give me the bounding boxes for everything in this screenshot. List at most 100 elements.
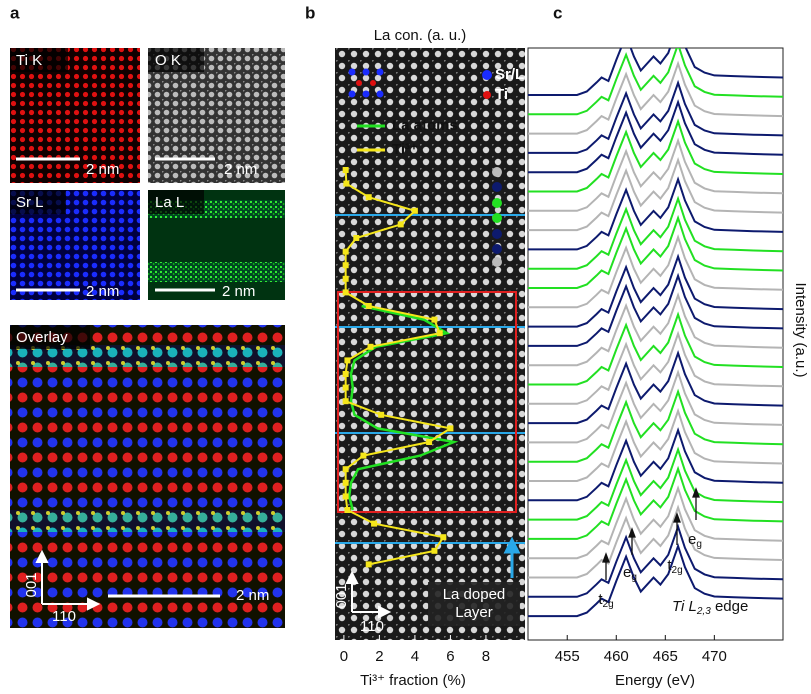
layer-box: [428, 582, 520, 626]
legend-label: La atoms: [392, 117, 458, 134]
spectrum: [528, 156, 783, 232]
atom: [362, 68, 370, 76]
data-point: [342, 384, 349, 391]
data-point: [342, 167, 349, 173]
data-point: [344, 507, 351, 513]
spectrum: [528, 388, 783, 463]
spectrum: [528, 118, 783, 193]
scale-label: 2 nm: [222, 283, 255, 300]
column-dots: [492, 167, 502, 267]
axis-label: 110: [52, 608, 76, 625]
axis-label: 001: [23, 572, 40, 597]
x-tick-label: 0: [340, 648, 348, 665]
layer-arrow: [503, 536, 521, 578]
axis-label: 110: [360, 618, 384, 635]
spectrum: [528, 349, 783, 425]
data-point: [411, 207, 418, 214]
data-point: [431, 316, 438, 323]
annotation-part: 2g: [672, 565, 683, 576]
arrowhead: [692, 487, 700, 498]
profile-line: [347, 304, 459, 511]
legend-label: Ti³⁺: [392, 141, 418, 158]
spectrum: [528, 292, 783, 367]
data-point: [342, 275, 349, 282]
annotation-part: g: [696, 539, 702, 550]
panel-label: a: [10, 3, 20, 22]
map-label: Overlay: [16, 329, 68, 346]
atom: [356, 80, 362, 86]
label-box: [148, 48, 204, 72]
label-box: [10, 325, 90, 349]
overlay-band: [10, 510, 285, 532]
x-tick-label: 4: [411, 648, 419, 665]
annotation-part: edge: [711, 598, 749, 615]
data-point: [440, 534, 447, 541]
atom: [376, 68, 384, 76]
data-point: [367, 343, 374, 350]
arrowhead: [628, 527, 636, 538]
spectrum: [528, 465, 783, 540]
dot: [492, 167, 502, 177]
data-point: [353, 235, 360, 241]
data-point: [431, 547, 438, 554]
spectrum: [528, 330, 783, 405]
y-axis-label: Intensity (a.u.): [792, 282, 809, 377]
chart-title: La con. (a. u.): [374, 27, 467, 44]
layer-label: Layer: [455, 604, 493, 621]
data-point: [342, 289, 349, 296]
x-tick-label: 470: [702, 648, 727, 665]
spectrum: [528, 369, 783, 444]
spectrum: [528, 137, 783, 212]
panel-label: c: [553, 3, 562, 22]
overlay-map: [10, 325, 285, 628]
map-label: Sr L: [16, 194, 44, 211]
scale-label: 2 nm: [224, 161, 257, 178]
x-axis-label: Ti³⁺ fraction (%): [360, 672, 466, 689]
x-tick-label: 460: [604, 648, 629, 665]
annotation: t2g: [598, 591, 613, 610]
data-point: [344, 357, 351, 364]
label-box: [10, 48, 68, 72]
spectrum: [528, 48, 783, 116]
annotation-part: t: [667, 557, 672, 574]
spectrum: [528, 253, 783, 328]
data-point: [397, 221, 404, 228]
scale-label: 2 nm: [86, 161, 119, 178]
x-tick-label: 8: [482, 648, 490, 665]
spectrum: [528, 542, 783, 618]
annotation: t2g: [667, 557, 682, 576]
haadf-image: [335, 48, 525, 640]
annotation: eg: [688, 531, 702, 550]
label-box: [10, 190, 66, 214]
data-point: [342, 262, 349, 269]
dot: [492, 213, 502, 223]
map-label: Ti K: [16, 52, 42, 69]
arrowhead: [503, 536, 521, 554]
annotation-part: 2g: [603, 599, 614, 610]
dot: [492, 198, 502, 208]
spectrum: [528, 504, 783, 579]
map-label: La L: [155, 194, 184, 211]
x-axis-label: Energy (eV): [615, 672, 695, 689]
dot: [492, 229, 502, 239]
annotation-part: e: [623, 564, 631, 581]
spectrum: [528, 272, 783, 347]
annotation-part: g: [631, 572, 637, 583]
annotation-part: 2,3: [696, 606, 711, 617]
spectra: [528, 48, 783, 618]
atom: [348, 90, 356, 98]
annotation: eg: [623, 564, 637, 583]
spectrum: [528, 311, 783, 386]
region-box: [337, 291, 517, 513]
spectrum: [528, 485, 783, 560]
spectrum: [528, 446, 783, 521]
spectrum: [528, 79, 783, 154]
dot: [492, 244, 502, 254]
spectrum: [528, 427, 783, 502]
spectrum: [528, 407, 783, 482]
data-point: [342, 248, 349, 255]
spectrum: [528, 60, 783, 135]
atom: [370, 80, 376, 86]
spectrum: [528, 523, 783, 598]
dot: [492, 257, 502, 267]
